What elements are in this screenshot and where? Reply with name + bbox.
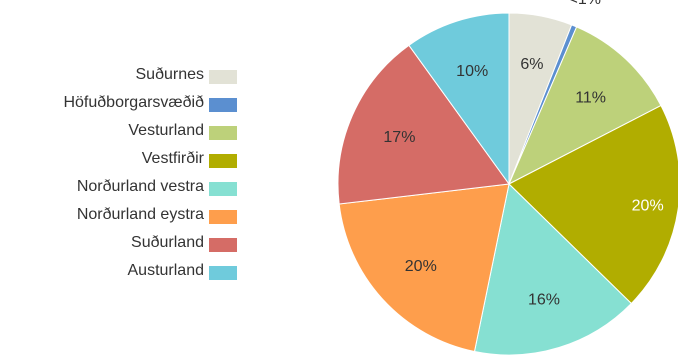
legend-swatch (209, 98, 237, 112)
legend-swatch (209, 126, 237, 140)
slice-data-label: 17% (383, 129, 415, 146)
legend-item-sudurland: Suðurland (0, 232, 240, 260)
legend-label: Vesturland (128, 122, 204, 139)
legend: Suðurnes Höfuðborgarsvæðið Vesturland Ve… (0, 64, 240, 288)
slice-data-label: 10% (456, 63, 488, 80)
pie-slice (337, 44, 510, 205)
pie-slice (508, 104, 678, 305)
legend-swatch (209, 210, 237, 224)
legend-swatch (209, 266, 237, 280)
slice-data-label: 6% (520, 56, 543, 73)
legend-item-nordurland-eystra: Norðurland eystra (0, 204, 240, 232)
legend-swatch (209, 154, 237, 168)
legend-item-nordurland-vestra: Norðurland vestra (0, 176, 240, 204)
legend-item-hofudborgarsvaedid: Höfuðborgarsvæðið (0, 92, 240, 120)
pie-slice (408, 12, 510, 186)
slice-data-label: 20% (405, 258, 437, 275)
legend-label: Austurland (127, 262, 205, 279)
legend-swatch (209, 70, 237, 84)
legend-label: Suðurland (131, 234, 204, 251)
legend-item-sudurnes: Suðurnes (0, 64, 240, 92)
pie-slice (473, 183, 633, 356)
legend-label: Höfuðborgarsvæðið (63, 94, 204, 111)
slice-data-label: 11% (575, 89, 606, 106)
slice-data-label: 20% (632, 198, 664, 215)
pie-slice (338, 183, 510, 353)
pie-slice (507, 26, 662, 186)
legend-item-austurland: Austurland (0, 260, 240, 288)
slice-data-label: 16% (528, 291, 560, 308)
slice-data-label: <1% (569, 0, 601, 8)
legend-swatch (209, 182, 237, 196)
legend-item-vesturland: Vesturland (0, 120, 240, 148)
legend-item-vestfirdir: Vestfirðir (0, 148, 240, 176)
legend-label: Norðurland eystra (76, 206, 204, 223)
legend-swatch (209, 238, 237, 252)
legend-label: Suðurnes (135, 66, 205, 83)
legend-label: Norðurland vestra (76, 178, 204, 195)
legend-label: Vestfirðir (141, 150, 204, 167)
